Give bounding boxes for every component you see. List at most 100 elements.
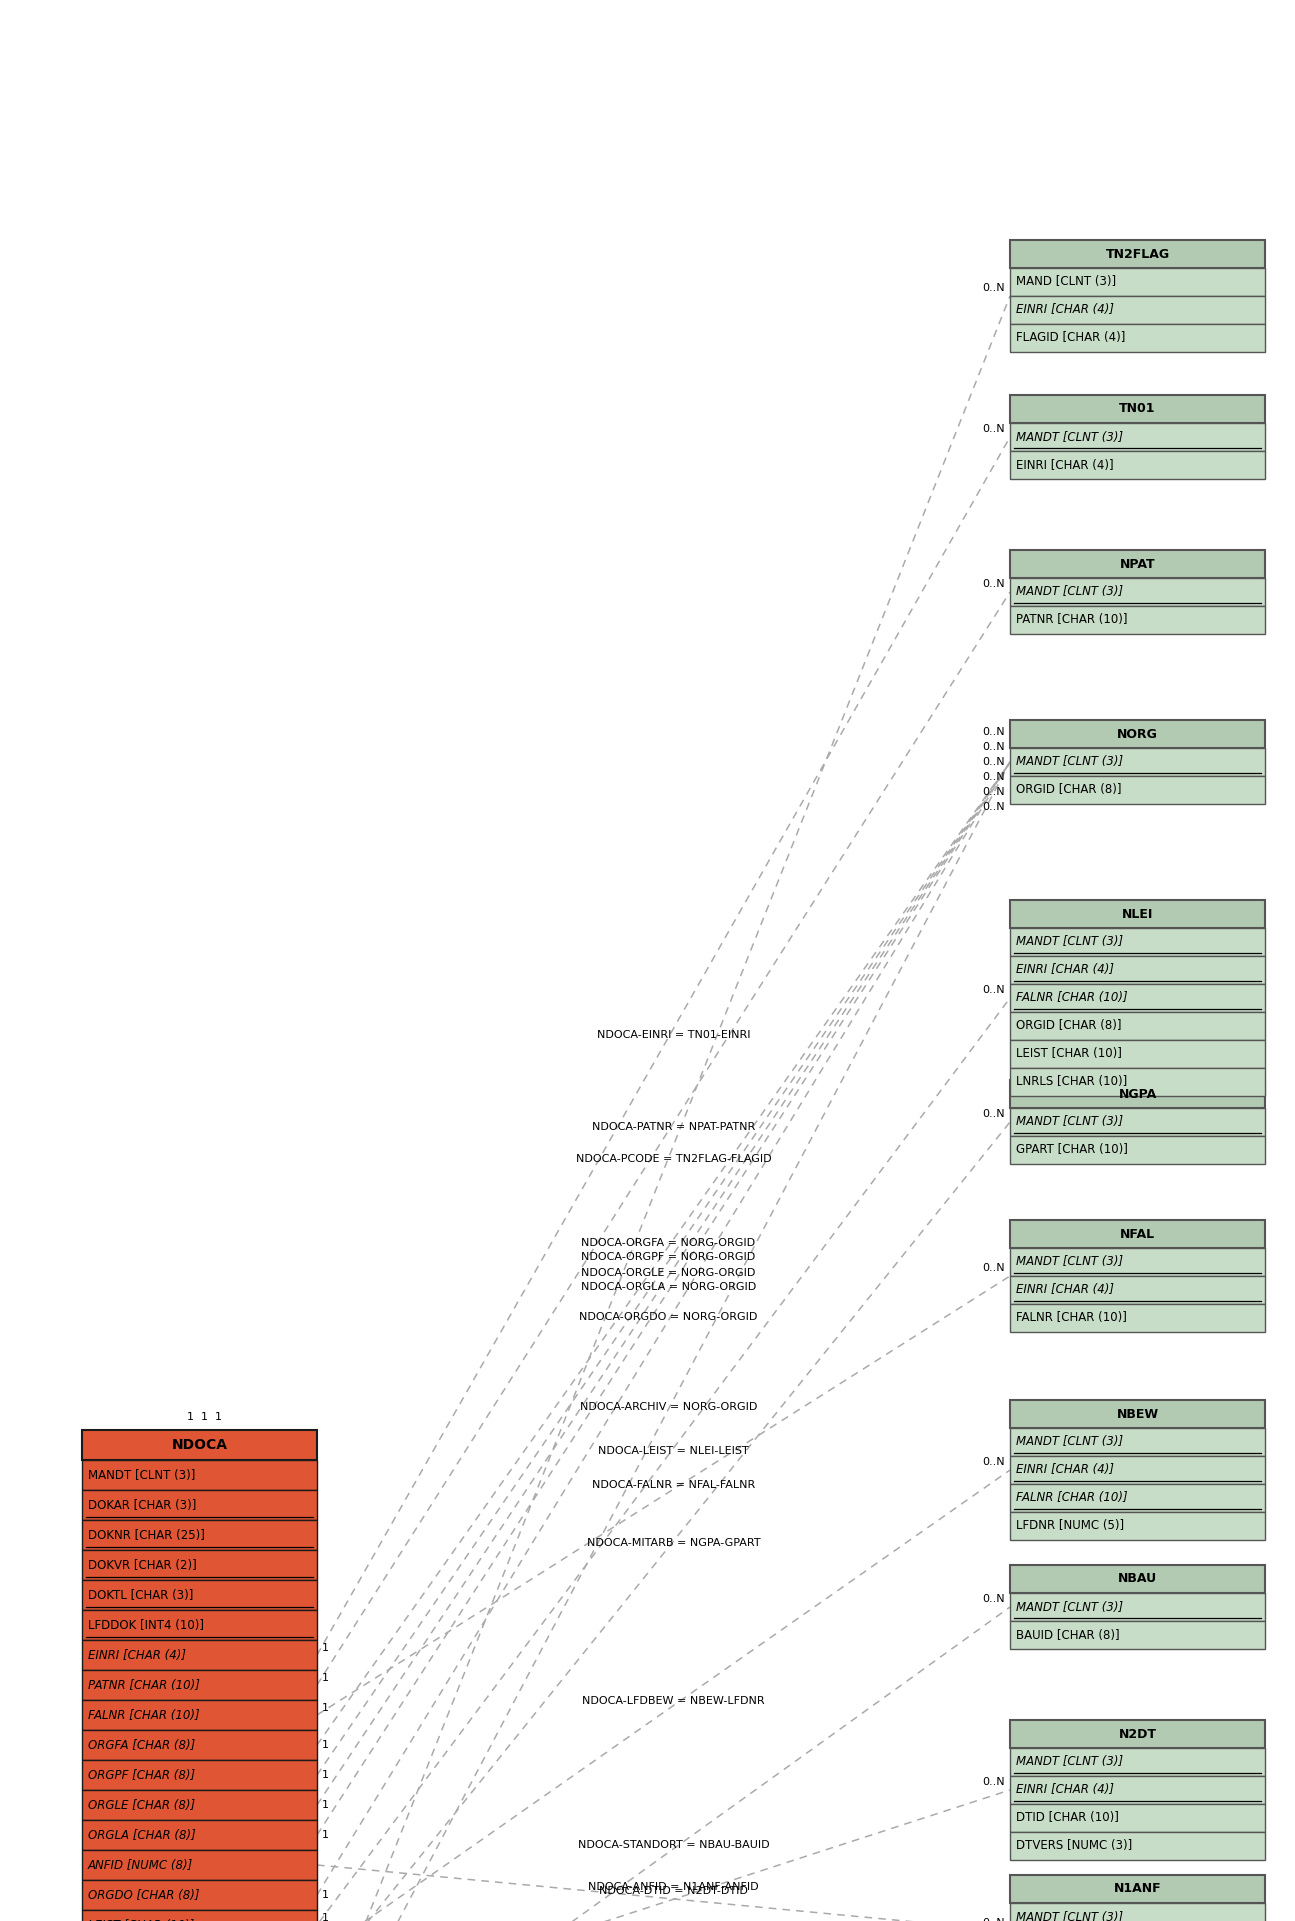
Text: 1  1  1: 1 1 1 [186,1412,221,1422]
Text: PATNR [CHAR (10)]: PATNR [CHAR (10)] [88,1679,199,1692]
Text: EINRI [CHAR (4)]: EINRI [CHAR (4)] [1017,459,1114,471]
Text: ORGFA [CHAR (8)]: ORGFA [CHAR (8)] [88,1739,196,1752]
Text: LFDNR [NUMC (5)]: LFDNR [NUMC (5)] [1017,1520,1124,1533]
FancyBboxPatch shape [1010,1719,1265,1748]
FancyBboxPatch shape [1010,451,1265,478]
FancyBboxPatch shape [1010,1833,1265,1860]
Text: NDOCA-PATNR = NPAT-PATNR: NDOCA-PATNR = NPAT-PATNR [592,1122,755,1133]
Text: 1: 1 [322,1800,329,1810]
FancyBboxPatch shape [1010,325,1265,352]
FancyBboxPatch shape [1010,1304,1265,1331]
FancyBboxPatch shape [1010,1777,1265,1804]
Text: DOKAR [CHAR (3)]: DOKAR [CHAR (3)] [88,1498,197,1512]
Text: MANDT [CLNT (3)]: MANDT [CLNT (3)] [1017,755,1123,768]
Text: DTVERS [NUMC (3)]: DTVERS [NUMC (3)] [1017,1840,1132,1852]
Text: ORGID [CHAR (8)]: ORGID [CHAR (8)] [1017,784,1121,797]
Text: GPART [CHAR (10)]: GPART [CHAR (10)] [1017,1143,1128,1156]
Text: NDOCA-LEIST = NLEI-LEIST: NDOCA-LEIST = NLEI-LEIST [598,1445,749,1456]
Text: 0..N: 0..N [983,1262,1005,1274]
Text: NBAU: NBAU [1118,1573,1156,1585]
FancyBboxPatch shape [1010,240,1265,269]
Text: NDOCA-MITARB = NGPA-GPART: NDOCA-MITARB = NGPA-GPART [587,1537,760,1548]
Text: ORGLA [CHAR (8)]: ORGLA [CHAR (8)] [88,1829,196,1842]
FancyBboxPatch shape [1010,1566,1265,1593]
FancyBboxPatch shape [1010,1135,1265,1164]
FancyBboxPatch shape [82,1429,317,1460]
Text: DTID [CHAR (10)]: DTID [CHAR (10)] [1017,1812,1119,1825]
Text: 1: 1 [322,1673,329,1683]
FancyBboxPatch shape [1010,1593,1265,1621]
Text: ORGPF [CHAR (8)]: ORGPF [CHAR (8)] [88,1769,196,1781]
Text: NDOCA-ARCHIV = NORG-ORGID: NDOCA-ARCHIV = NORG-ORGID [580,1402,758,1412]
Text: 0..N: 0..N [983,985,1005,995]
Text: NFAL: NFAL [1120,1228,1155,1241]
Text: MANDT [CLNT (3)]: MANDT [CLNT (3)] [1017,1116,1123,1128]
Text: 1: 1 [322,1890,329,1900]
Text: NDOCA-PCODE = TN2FLAG-FLAGID: NDOCA-PCODE = TN2FLAG-FLAGID [576,1155,772,1164]
FancyBboxPatch shape [1010,1039,1265,1068]
Text: N1ANF: N1ANF [1114,1883,1162,1896]
FancyBboxPatch shape [82,1491,317,1520]
Text: 0..N: 0..N [983,757,1005,766]
Text: MANDT [CLNT (3)]: MANDT [CLNT (3)] [1017,936,1123,949]
Text: PATNR [CHAR (10)]: PATNR [CHAR (10)] [1017,613,1128,626]
Text: NDOCA-ORGLE = NORG-ORGID: NDOCA-ORGLE = NORG-ORGID [581,1268,756,1277]
Text: 0..N: 0..N [983,578,1005,590]
FancyBboxPatch shape [1010,1748,1265,1777]
Text: DOKNR [CHAR (25)]: DOKNR [CHAR (25)] [88,1529,205,1541]
Text: MANDT [CLNT (3)]: MANDT [CLNT (3)] [1017,1435,1123,1448]
Text: NDOCA-ORGFA = NORG-ORGID: NDOCA-ORGFA = NORG-ORGID [581,1237,755,1247]
Text: LEIST [CHAR (10)]: LEIST [CHAR (10)] [88,1919,194,1921]
Text: 1: 1 [322,1642,329,1652]
Text: NDOCA-ORGLA = NORG-ORGID: NDOCA-ORGLA = NORG-ORGID [581,1283,756,1293]
FancyBboxPatch shape [82,1760,317,1790]
FancyBboxPatch shape [1010,549,1265,578]
FancyBboxPatch shape [1010,984,1265,1012]
FancyBboxPatch shape [82,1520,317,1550]
FancyBboxPatch shape [1010,1108,1265,1135]
Text: 0..N: 0..N [983,772,1005,782]
Text: 1: 1 [322,1769,329,1781]
FancyBboxPatch shape [1010,1080,1265,1108]
Text: ANFID [NUMC (8)]: ANFID [NUMC (8)] [88,1858,193,1871]
FancyBboxPatch shape [1010,1220,1265,1249]
Text: NDOCA: NDOCA [171,1439,228,1452]
Text: EINRI [CHAR (4)]: EINRI [CHAR (4)] [1017,304,1114,317]
FancyBboxPatch shape [1010,1400,1265,1427]
FancyBboxPatch shape [1010,1512,1265,1541]
Text: NDOCA-ANFID = N1ANF-ANFID: NDOCA-ANFID = N1ANF-ANFID [588,1883,759,1892]
FancyBboxPatch shape [82,1610,317,1641]
Text: TN2FLAG: TN2FLAG [1106,248,1169,261]
Text: MANDT [CLNT (3)]: MANDT [CLNT (3)] [1017,1756,1123,1769]
FancyBboxPatch shape [82,1460,317,1491]
Text: 0..N: 0..N [983,1108,1005,1120]
Text: DOKTL [CHAR (3)]: DOKTL [CHAR (3)] [88,1589,193,1602]
FancyBboxPatch shape [1010,605,1265,634]
FancyBboxPatch shape [1010,578,1265,605]
Text: 1: 1 [322,1831,329,1840]
Text: NDOCA-ORGDO = NORG-ORGID: NDOCA-ORGDO = NORG-ORGID [579,1312,758,1322]
Text: 0..N: 0..N [983,788,1005,797]
Text: NGPA: NGPA [1119,1087,1156,1101]
FancyBboxPatch shape [1010,1485,1265,1512]
Text: EINRI [CHAR (4)]: EINRI [CHAR (4)] [1017,1464,1114,1477]
Text: NPAT: NPAT [1120,557,1155,571]
FancyBboxPatch shape [1010,296,1265,325]
FancyBboxPatch shape [1010,1249,1265,1276]
FancyBboxPatch shape [82,1579,317,1610]
Text: 1: 1 [322,1913,329,1921]
FancyBboxPatch shape [1010,776,1265,805]
Text: 0..N: 0..N [983,1594,1005,1604]
Text: NBEW: NBEW [1116,1408,1159,1420]
Text: EINRI [CHAR (4)]: EINRI [CHAR (4)] [1017,1783,1114,1796]
Text: ORGDO [CHAR (8)]: ORGDO [CHAR (8)] [88,1888,199,1902]
Text: NDOCA-LFDBEW = NBEW-LFDNR: NDOCA-LFDBEW = NBEW-LFDNR [583,1696,765,1706]
Text: LEIST [CHAR (10)]: LEIST [CHAR (10)] [1017,1047,1121,1060]
Text: MANDT [CLNT (3)]: MANDT [CLNT (3)] [1017,1256,1123,1268]
Text: 0..N: 0..N [983,726,1005,738]
Text: 1: 1 [322,1740,329,1750]
FancyBboxPatch shape [1010,269,1265,296]
Text: 0..N: 0..N [983,801,1005,813]
Text: NDOCA-EINRI = TN01-EINRI: NDOCA-EINRI = TN01-EINRI [597,1030,750,1039]
Text: EINRI [CHAR (4)]: EINRI [CHAR (4)] [1017,1283,1114,1297]
